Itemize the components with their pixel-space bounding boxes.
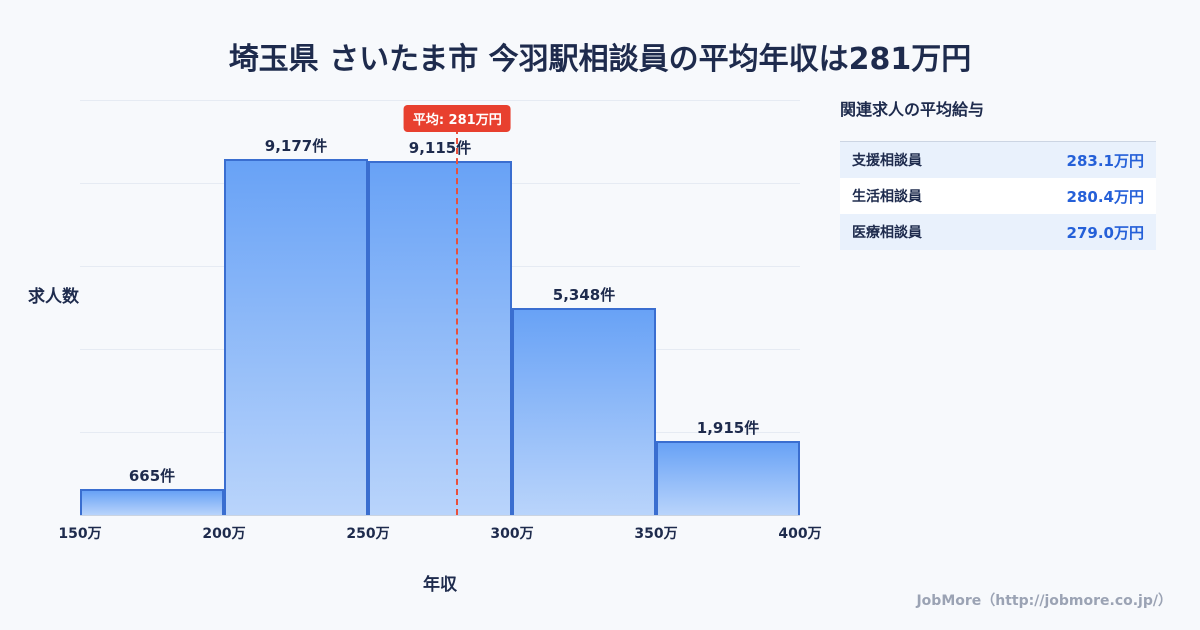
x-axis-tick: 150万 — [58, 526, 102, 542]
histogram-bar — [656, 440, 800, 515]
bar-value-label: 665件 — [128, 467, 176, 486]
job-title-label: 支援相談員 — [852, 153, 922, 169]
histogram-bar — [368, 161, 512, 515]
x-axis-line — [80, 515, 800, 516]
x-axis-tick: 300万 — [490, 526, 534, 542]
footer-credit: JobMore（http://jobmore.co.jp/） — [916, 593, 1172, 609]
y-axis-label: 求人数 — [28, 287, 79, 307]
average-badge: 平均: 281万円 — [403, 105, 511, 132]
job-title-label: 生活相談員 — [852, 189, 922, 205]
histogram-plot: 平均: 281万円 665件 9,177件 9,115件 5,348件 1,915件 15… — [58, 100, 822, 542]
salary-value: 280.4万円 — [1066, 187, 1144, 206]
x-axis-label: 年収 — [423, 575, 457, 595]
panel-heading: 関連求人の平均給与 — [840, 100, 985, 119]
related-jobs-panel: 関連求人の平均給与 支援相談員 283.1万円 生活相談員 280.4万円 医療… — [840, 96, 1156, 250]
x-axis-tick: 350万 — [634, 526, 678, 542]
table-row: 医療相談員 279.0万円 — [840, 214, 1156, 250]
table-row: 生活相談員 280.4万円 — [840, 178, 1156, 214]
bar-value-label: 9,115件 — [408, 139, 472, 158]
gridline — [80, 100, 800, 101]
salary-value: 283.1万円 — [1066, 151, 1144, 170]
job-title-label: 医療相談員 — [852, 225, 922, 241]
x-axis-tick: 250万 — [346, 526, 390, 542]
histogram-bar — [512, 307, 656, 515]
bar-value-label: 9,177件 — [264, 137, 328, 156]
salary-value: 279.0万円 — [1066, 223, 1144, 242]
bar-value-label: 1,915件 — [696, 418, 760, 437]
bar-value-label: 5,348件 — [552, 285, 616, 304]
average-line — [456, 128, 459, 515]
histogram-bar — [224, 159, 368, 515]
x-axis-tick: 200万 — [202, 526, 246, 542]
histogram-bar — [80, 489, 224, 515]
page-title: 埼玉県 さいたま市 今羽駅相談員の平均年収は281万円 — [228, 42, 972, 77]
table-row: 支援相談員 283.1万円 — [840, 142, 1156, 178]
salary-table: 支援相談員 283.1万円 生活相談員 280.4万円 医療相談員 279.0万… — [840, 141, 1156, 250]
x-axis-tick: 400万 — [778, 526, 822, 542]
